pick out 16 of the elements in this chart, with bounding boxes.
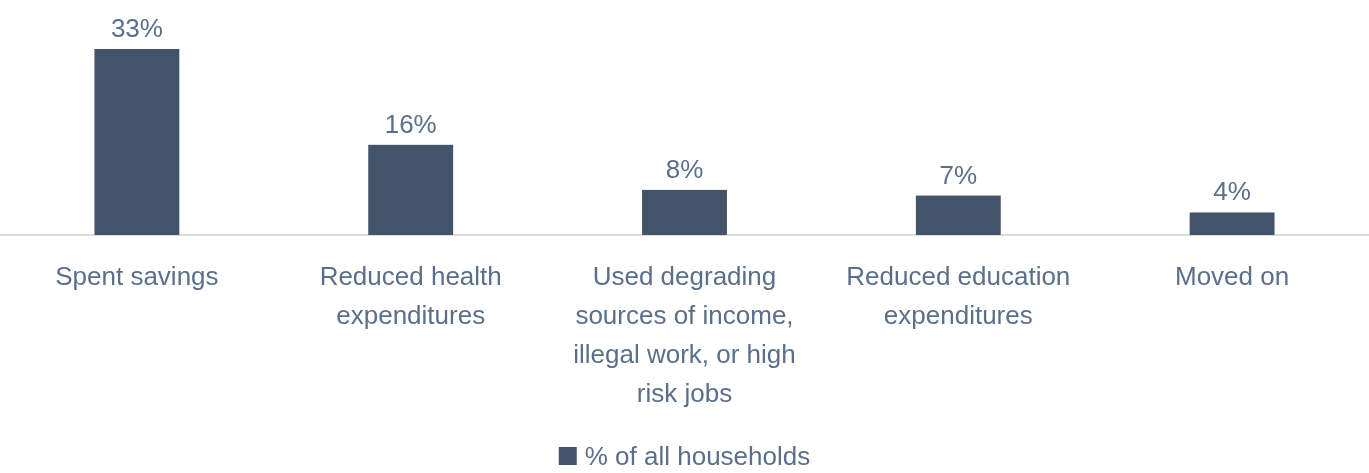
legend-label: % of all households — [584, 441, 811, 471]
x-tick-label: Reduced education expenditures — [846, 261, 1071, 330]
bar — [915, 195, 1001, 235]
data-label: 4% — [1213, 176, 1251, 207]
bar — [642, 189, 727, 235]
x-tick-label: Reduced health expenditures — [319, 261, 502, 330]
data-label: 7% — [939, 159, 978, 190]
data-label: 33% — [110, 13, 163, 43]
data-label: 8% — [665, 153, 704, 184]
data-label: 16% — [384, 108, 437, 139]
x-tick-label: Moved on — [1175, 261, 1290, 291]
bar — [94, 49, 180, 235]
x-tick-label: Spent savings — [55, 261, 219, 291]
x-tick-label: Used degrading sources of income, illegal work, or high risk jobs — [573, 261, 796, 408]
bar — [1189, 212, 1275, 235]
bar — [368, 144, 454, 235]
